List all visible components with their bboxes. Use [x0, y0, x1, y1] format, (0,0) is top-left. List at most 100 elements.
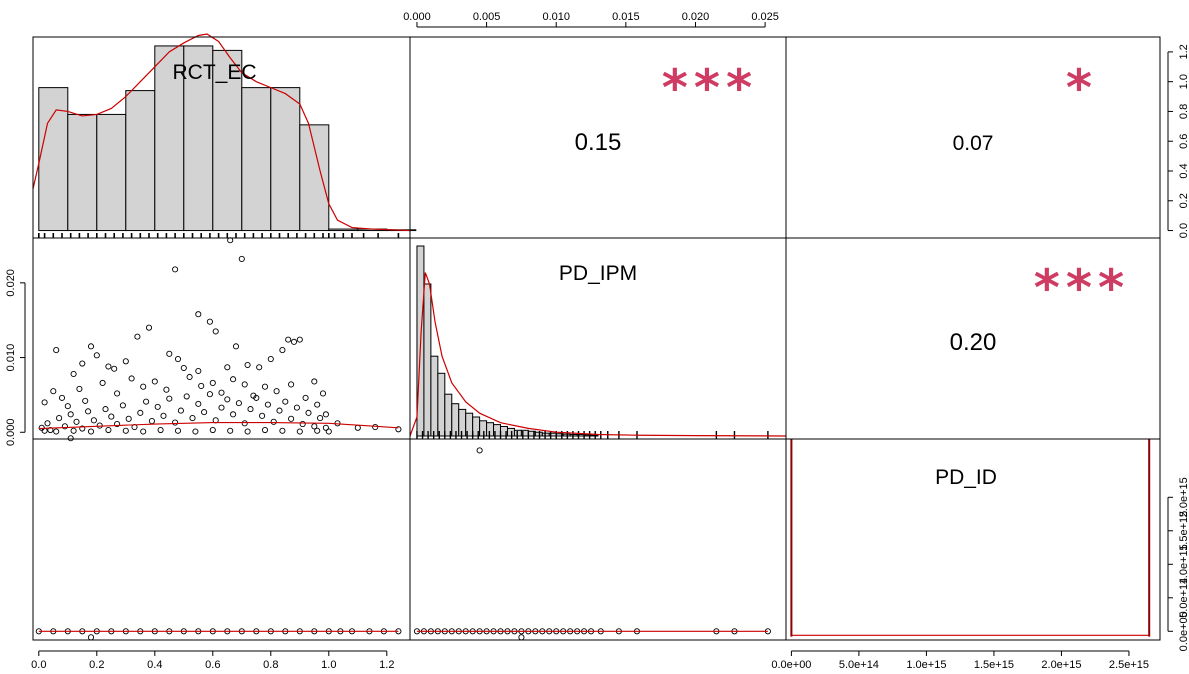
scatter-point: [195, 311, 202, 318]
scatter-point: [82, 397, 89, 404]
scatter-point: [166, 395, 173, 402]
scatter-point: [259, 412, 266, 419]
tick-label: 0.8: [1178, 104, 1189, 119]
scatter-point: [151, 378, 158, 385]
histogram-bar: [154, 45, 185, 232]
tick-label: 1.2: [379, 659, 394, 671]
scatter-point: [299, 421, 306, 428]
scatter-point: [261, 383, 269, 390]
tick-label: 1.2: [1178, 44, 1189, 59]
scatter-point: [192, 428, 199, 435]
scatter-point: [119, 402, 126, 409]
panel-pd-id-histogram: PD_ID0.0e+00 5.0e+14 1.0e+15 1.5e+15 2.0e+15…: [771, 439, 1189, 671]
panel-scatter-pd-ipm-pd-id: [413, 447, 771, 641]
scatter-point: [93, 352, 100, 359]
scatter-point: [354, 424, 361, 431]
histogram-bar: [430, 355, 439, 437]
scatter-point: [218, 404, 225, 411]
scatter-point: [105, 426, 112, 434]
scatter-point: [395, 426, 402, 433]
scatter-point: [87, 428, 95, 435]
histogram-bar: [96, 113, 127, 232]
scatter-point: [261, 426, 269, 434]
scatter-point: [67, 435, 74, 442]
scatter-point: [282, 398, 289, 405]
x-axis-bottom-rct-ec: 0.0 0.2 0.4 0.6 0.8 1.0 1.2: [31, 650, 394, 671]
scatter-point: [189, 415, 196, 422]
histogram-bar: [38, 87, 69, 232]
tick-label: 0.6: [1178, 134, 1189, 149]
tick-label: 0.4: [1178, 163, 1189, 178]
scatter-point: [122, 358, 129, 365]
significance-stars: *: [1066, 59, 1098, 117]
tick-label: 0.2: [1178, 193, 1189, 208]
scatter-point: [317, 415, 324, 422]
panel-correlation-rct-ec-pd-id: 0.07 *: [953, 59, 1098, 155]
scatter-point: [322, 411, 329, 418]
scatter-point: [58, 394, 66, 401]
tick-label: 0.020: [682, 11, 710, 23]
scatter-point: [311, 378, 318, 385]
scatter-point: [70, 427, 77, 434]
scatter-point: [314, 427, 321, 434]
scatter-point: [293, 404, 300, 411]
scatter-point: [224, 364, 231, 371]
scatter-point: [87, 634, 95, 641]
histogram-bar: [328, 228, 359, 232]
scatter-point: [201, 409, 208, 416]
scatter-point: [177, 407, 184, 414]
scatter-point: [128, 375, 135, 382]
scatter-point: [157, 426, 164, 434]
scatter-point: [241, 381, 248, 388]
scatter-point: [279, 347, 286, 354]
scatter-point: [372, 423, 379, 431]
scatter-point: [61, 423, 68, 430]
tick-label: 0.010: [5, 344, 17, 372]
tick-label: 2.5e+15: [1109, 659, 1149, 671]
scatter-point: [172, 419, 179, 426]
panel-correlation-pd-ipm-pd-id: 0.20 ***: [950, 259, 1125, 356]
tick-label: 1.5e+15: [974, 659, 1014, 671]
scatter-point: [311, 423, 318, 430]
histogram-bar: [423, 283, 432, 437]
tick-label: 1.0: [1178, 74, 1189, 89]
density-line: [409, 272, 787, 437]
tick-label: 0.000: [403, 11, 431, 23]
correlation-value: 0.07: [953, 132, 994, 155]
scatter-point: [244, 428, 251, 435]
tick-label: 0.000: [5, 419, 17, 447]
scatter-point: [206, 391, 213, 398]
panel-border: [409, 438, 787, 641]
scatter-point: [140, 428, 147, 435]
tick-label: 2.0e+15: [1041, 659, 1081, 671]
y-axis-right-rct-ec: 0.0 0.2 0.4 0.6 0.8 1.0 1.2: [1167, 44, 1189, 238]
scatter-point: [85, 408, 92, 415]
histogram-bar: [437, 372, 446, 437]
scatter-point: [267, 355, 274, 363]
tick-label: 5.0e+14: [839, 659, 879, 671]
scatter-point: [230, 376, 237, 383]
scatter-point: [70, 370, 77, 378]
scatter-point: [296, 336, 303, 343]
scatter-point: [476, 447, 483, 454]
x-axis-top-pd-ipm: 0.000 0.005 0.010 0.015 0.020 0.025: [403, 11, 779, 28]
histogram-bar: [125, 90, 156, 232]
scatter-point: [166, 350, 173, 357]
scatter-point: [273, 388, 280, 395]
histogram-bar: [299, 124, 330, 232]
scatter-point: [212, 328, 219, 335]
scatter-point: [87, 343, 95, 350]
variable-label-rct-ec: RCT_EC: [172, 61, 256, 84]
scatter-point: [47, 426, 54, 434]
panel-border: [32, 438, 411, 641]
tick-label: 0.005: [473, 11, 501, 23]
tick-label: 0.0e+00: [771, 659, 811, 671]
scatter-point: [264, 401, 271, 408]
scatter-point: [79, 360, 86, 367]
correlation-value: 0.15: [575, 129, 622, 156]
scatter-point: [183, 393, 190, 400]
tick-label: 2.0e+15: [1178, 477, 1189, 517]
scatter-point: [256, 364, 263, 371]
scatter-point: [244, 361, 251, 369]
scatter-point: [140, 383, 147, 390]
